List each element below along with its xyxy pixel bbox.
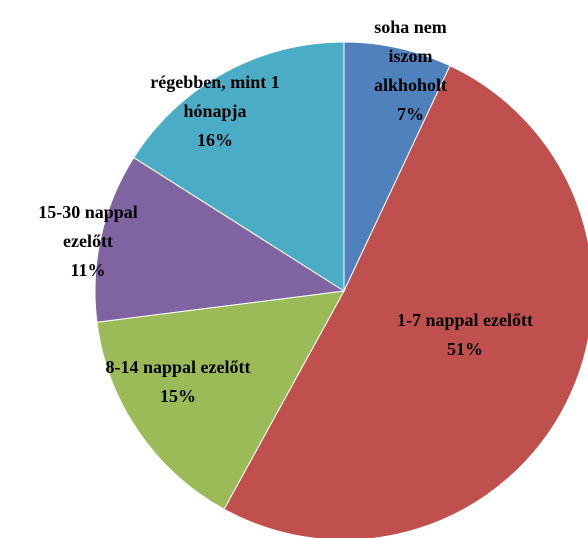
category-label: 1-7 nappal ezelőtt: [397, 310, 533, 330]
pie-slice: [133, 41, 345, 292]
pie-slice: [96, 290, 345, 510]
value-label: 15%: [160, 386, 196, 406]
value-label: 11%: [70, 260, 106, 280]
slice-label: 8-14 nappal ezelőtt 15%: [68, 353, 288, 411]
slice-label: régebben, mint 1 hónapja 16%: [135, 68, 295, 155]
category-label: 8-14 nappal ezelőtt: [105, 357, 251, 377]
value-label: 16%: [197, 130, 233, 150]
pie-slice: [223, 65, 588, 538]
value-label: 7%: [397, 104, 424, 124]
value-label: 51%: [447, 339, 483, 359]
category-label: soha nem iszom alkhoholt: [373, 17, 448, 95]
category-label: 15-30 nappal ezelőtt: [38, 202, 138, 251]
pie-slice: [343, 41, 451, 292]
pie-slice: [94, 156, 346, 323]
slice-label: soha nem iszom alkhoholt 7%: [358, 13, 463, 129]
category-label: régebben, mint 1 hónapja: [150, 72, 280, 121]
slice-label: 15-30 nappal ezelőtt 11%: [23, 198, 153, 285]
slice-label: 1-7 nappal ezelőtt 51%: [355, 306, 575, 364]
